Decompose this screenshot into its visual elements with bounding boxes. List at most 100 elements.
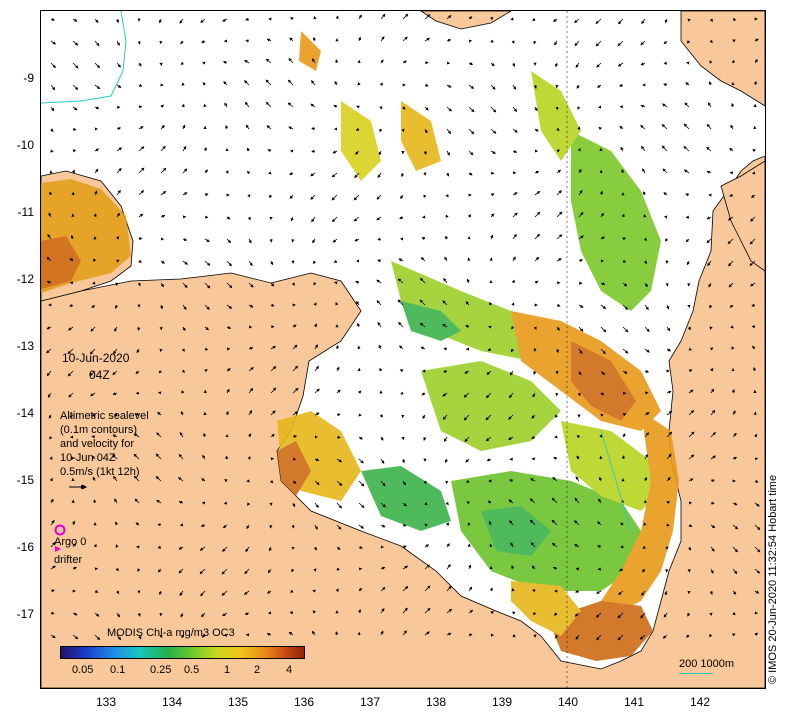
velocity-arrow [556,211,563,218]
velocity-arrow [289,37,294,42]
velocity-arrow [710,367,714,372]
velocity-arrow [94,612,100,617]
velocity-arrow [181,369,186,373]
velocity-arrow [531,414,536,419]
velocity-arrow [137,282,141,287]
velocity-arrow [663,83,668,87]
velocity-arrow [133,453,140,460]
velocity-arrow [643,260,647,265]
velocity-arrow [116,612,120,618]
velocity-arrow [69,257,74,262]
velocity-arrow [269,194,273,199]
velocity-arrow [599,476,603,482]
y-tick: -17 [16,607,34,621]
velocity-arrow [290,17,294,21]
velocity-arrow [353,216,360,222]
y-tick: -15 [16,473,34,487]
velocity-arrow [622,433,626,438]
y-tick: -9 [23,71,34,85]
velocity-arrow [204,326,210,331]
velocity-arrow [732,456,738,460]
land-northern-territory [41,155,765,688]
velocity-arrow [574,497,580,504]
velocity-arrow [72,520,76,526]
velocity-arrow [731,102,735,108]
velocity-arrow [512,106,518,113]
velocity-arrow [620,522,624,526]
velocity-arrow [534,170,540,174]
velocity-arrow [576,84,580,89]
velocity-arrow [357,322,361,328]
velocity-arrow [754,433,758,438]
velocity-arrow [402,585,409,592]
velocity-arrow [754,38,759,42]
velocity-arrow [600,370,605,376]
velocity-arrow [380,59,384,64]
velocity-arrow [92,476,96,482]
velocity-arrow [204,169,208,174]
velocity-arrow [224,102,228,108]
velocity-arrow [378,150,382,156]
velocity-arrow [555,348,559,354]
velocity-arrow [157,411,162,416]
velocity-arrow [555,62,559,68]
velocity-arrow [204,369,208,373]
velocity-arrow [732,410,736,416]
velocity-arrow [530,542,536,548]
velocity-arrow [115,521,119,526]
velocity-arrow [114,498,118,504]
velocity-arrow [268,171,272,175]
velocity-arrow [292,435,298,439]
velocity-arrow [421,237,426,241]
velocity-arrow [421,392,426,396]
velocity-arrow [269,479,274,484]
velocity-arrow [270,303,275,307]
argo-circle-icon [54,524,66,536]
velocity-arrow [575,476,580,482]
velocity-arrow [292,502,296,508]
velocity-arrow [728,282,734,288]
velocity-arrow [446,84,452,88]
velocity-arrow [46,326,52,330]
velocity-arrow [69,303,74,307]
velocity-arrow [269,524,273,529]
velocity-arrow [488,520,492,526]
velocity-arrow [622,326,629,333]
velocity-arrow [202,81,206,86]
map-area[interactable] [40,10,766,689]
velocity-arrow [223,501,228,505]
velocity-arrow [292,324,297,328]
velocity-arrow [137,612,141,617]
x-tick: 133 [95,695,117,709]
velocity-arrow [399,345,404,350]
velocity-arrow [619,125,624,130]
velocity-arrow [595,40,602,47]
velocity-arrow [463,392,470,398]
velocity-arrow [377,237,382,241]
velocity-arrow [380,13,386,20]
velocity-arrow [178,546,184,550]
velocity-arrow [310,172,316,177]
velocity-arrow [270,410,276,416]
velocity-arrow [112,434,118,438]
colorbar-label: 0.05 [72,664,94,676]
velocity-arrow [336,413,341,417]
velocity-arrow [266,125,272,130]
velocity-arrow [666,410,673,416]
velocity-arrow [203,389,207,394]
velocity-arrow [710,546,715,552]
velocity-arrow [490,610,495,615]
velocity-arrow [508,436,514,440]
velocity-arrow [688,389,694,394]
velocity-arrow [595,612,602,618]
velocity-arrow [270,325,275,329]
velocity-arrow [226,325,232,329]
velocity-arrow [50,565,56,570]
velocity-arrow [423,194,427,199]
velocity-arrow [554,414,558,418]
velocity-arrow [116,189,121,196]
velocity-arrow [708,282,712,288]
velocity-arrow [93,543,97,548]
velocity-arrow [180,61,185,65]
velocity-arrow [446,150,451,156]
